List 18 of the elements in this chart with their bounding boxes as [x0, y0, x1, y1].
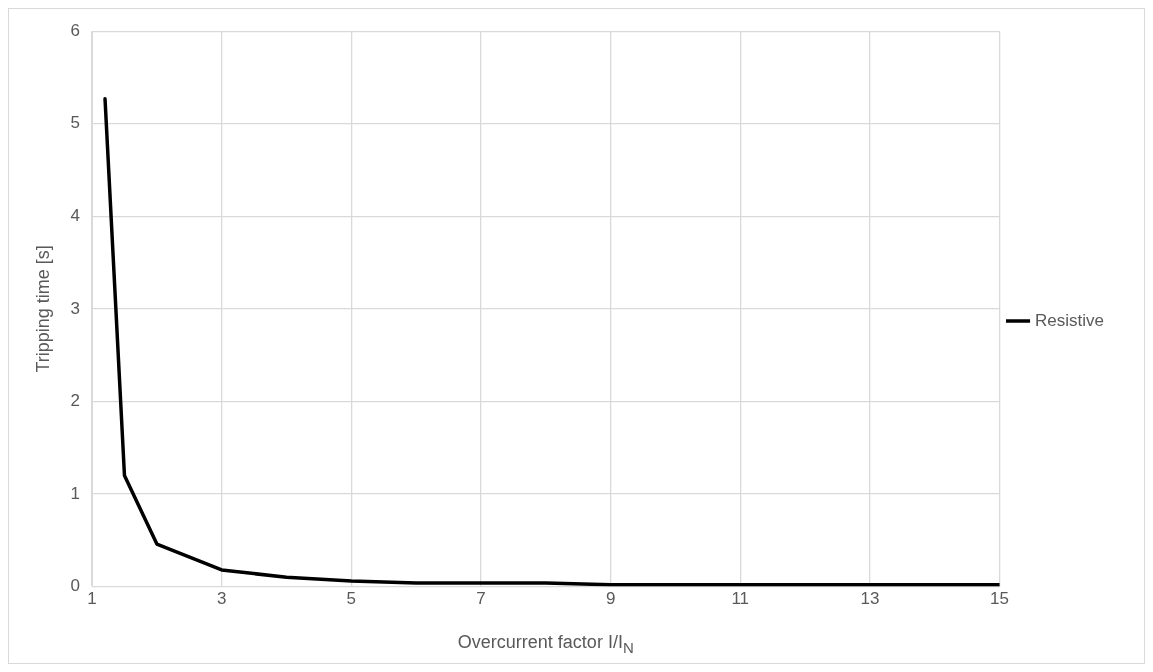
- y-tick-label: 3: [70, 298, 81, 318]
- y-tick-label: 6: [70, 20, 81, 40]
- legend-label: Resistive: [1035, 310, 1105, 330]
- x-tick-label: 13: [860, 589, 880, 609]
- x-tick-label: 3: [216, 589, 227, 609]
- y-tick-label: 5: [70, 113, 81, 133]
- y-tick-label: 2: [70, 391, 81, 411]
- x-tick-label: 9: [605, 589, 616, 609]
- y-axis-title: Tripping time [s]: [32, 245, 53, 373]
- x-tick-label: 1: [87, 589, 97, 609]
- x-axis-title: Overcurrent factor I/I$_{N}$: [457, 631, 634, 656]
- x-tick-label: 11: [731, 589, 750, 609]
- x-tick-label: 7: [476, 589, 486, 609]
- x-tick-label: 5: [346, 589, 357, 609]
- y-tick-label: 0: [70, 576, 81, 596]
- y-tick-label: 4: [70, 206, 81, 226]
- x-tick-label: 15: [990, 589, 1009, 609]
- y-tick-label: 1: [70, 483, 81, 503]
